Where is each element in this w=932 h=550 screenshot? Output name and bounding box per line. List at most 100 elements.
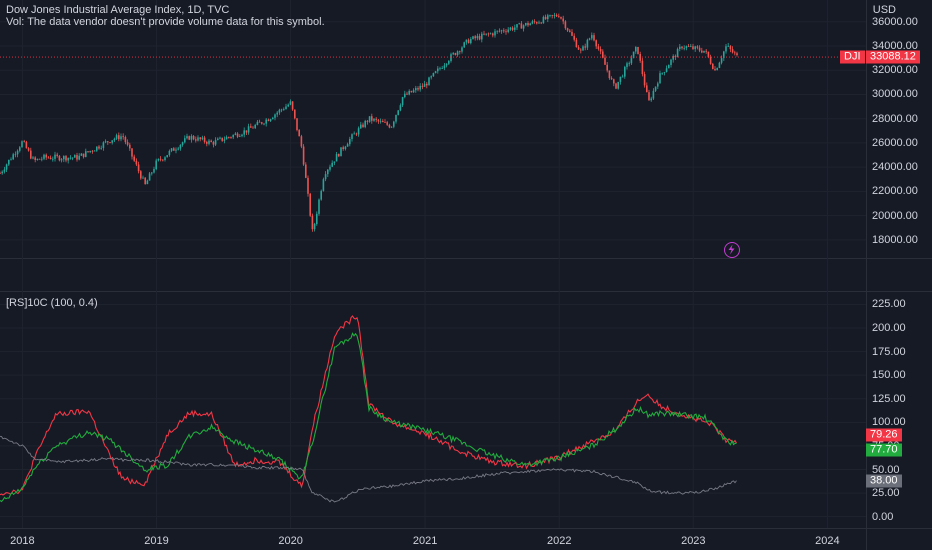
candle bbox=[591, 35, 593, 39]
candle bbox=[289, 101, 292, 105]
candle bbox=[190, 136, 193, 140]
currency-label[interactable]: USD bbox=[872, 4, 896, 16]
candle bbox=[120, 136, 122, 140]
candle bbox=[544, 16, 547, 20]
candle bbox=[219, 137, 221, 139]
candle bbox=[373, 118, 375, 121]
candle bbox=[208, 140, 210, 144]
candle bbox=[16, 150, 19, 155]
candle bbox=[52, 158, 54, 160]
candle bbox=[426, 83, 428, 86]
x-tick-label: 2022 bbox=[546, 535, 572, 547]
candle bbox=[564, 21, 567, 29]
candle bbox=[377, 119, 380, 122]
candle bbox=[243, 130, 245, 135]
candle bbox=[166, 155, 168, 158]
candle bbox=[694, 46, 696, 50]
symbol-badge: DJI bbox=[840, 50, 865, 64]
candle bbox=[47, 157, 50, 159]
candle bbox=[355, 133, 358, 135]
candle bbox=[157, 158, 160, 161]
candle bbox=[606, 64, 608, 71]
candle bbox=[681, 46, 683, 49]
candle bbox=[630, 58, 633, 64]
candle bbox=[536, 22, 538, 24]
candle bbox=[540, 22, 542, 24]
candle bbox=[663, 72, 666, 73]
candle bbox=[25, 141, 28, 149]
candle bbox=[43, 154, 45, 159]
candle bbox=[703, 50, 705, 53]
candle bbox=[725, 46, 727, 52]
indicator-tick-label: 150.00 bbox=[872, 369, 906, 382]
candle bbox=[100, 147, 102, 149]
candle bbox=[69, 157, 72, 159]
candle bbox=[547, 15, 549, 20]
candle bbox=[333, 161, 336, 163]
price-tick-label: 30000.00 bbox=[872, 88, 918, 101]
candle bbox=[368, 116, 371, 122]
candle bbox=[89, 150, 91, 153]
candle bbox=[375, 118, 377, 120]
candle bbox=[241, 134, 243, 136]
candle bbox=[417, 88, 419, 90]
chart-title[interactable]: Dow Jones Industrial Average Index, 1D, … bbox=[6, 4, 230, 16]
candle bbox=[404, 93, 406, 98]
candle bbox=[514, 27, 516, 30]
candle bbox=[338, 154, 340, 157]
candle bbox=[225, 137, 228, 140]
candle bbox=[670, 59, 672, 65]
candle bbox=[177, 148, 179, 150]
candle bbox=[0, 173, 1, 175]
candle bbox=[395, 114, 397, 122]
lightning-icon[interactable] bbox=[724, 242, 740, 258]
candle bbox=[199, 137, 201, 140]
candle bbox=[201, 137, 204, 140]
candle bbox=[58, 155, 61, 161]
candle bbox=[287, 104, 289, 107]
candle bbox=[518, 23, 520, 25]
indicator-tick-label: 175.00 bbox=[872, 345, 906, 358]
candle bbox=[300, 136, 303, 147]
x-tick-label: 2024 bbox=[815, 535, 840, 547]
candle bbox=[529, 23, 531, 26]
candle bbox=[329, 166, 331, 170]
candle bbox=[126, 142, 129, 145]
candle bbox=[379, 120, 382, 122]
candle bbox=[27, 148, 30, 151]
candle bbox=[428, 77, 430, 86]
candle bbox=[637, 46, 639, 55]
price-tick-label: 26000.00 bbox=[872, 136, 918, 149]
candle bbox=[615, 83, 617, 89]
candle bbox=[272, 117, 274, 120]
volume-note: Vol: The data vendor doesn't provide vol… bbox=[6, 16, 325, 28]
candle bbox=[459, 51, 461, 53]
indicator-series-line bbox=[0, 435, 737, 503]
candle bbox=[115, 135, 118, 139]
candle bbox=[148, 173, 151, 181]
candle bbox=[173, 148, 175, 151]
candle bbox=[320, 190, 322, 200]
indicator-legend[interactable]: [RS]10C (100, 0.4) bbox=[6, 297, 98, 309]
candle bbox=[65, 156, 67, 161]
candle bbox=[676, 48, 679, 58]
candle bbox=[239, 135, 241, 137]
candle bbox=[727, 45, 729, 47]
candle bbox=[164, 157, 166, 160]
candle bbox=[144, 177, 146, 185]
candle bbox=[10, 159, 12, 161]
candle bbox=[76, 155, 78, 160]
candle bbox=[252, 127, 254, 129]
candle bbox=[610, 78, 613, 80]
candle bbox=[188, 136, 190, 140]
candle bbox=[349, 138, 351, 145]
candle bbox=[588, 38, 591, 40]
candle bbox=[307, 177, 309, 194]
candle bbox=[294, 109, 296, 119]
candle bbox=[714, 69, 716, 71]
candle bbox=[511, 27, 514, 30]
candle bbox=[549, 15, 551, 16]
candle bbox=[430, 76, 432, 78]
candle bbox=[707, 51, 710, 58]
